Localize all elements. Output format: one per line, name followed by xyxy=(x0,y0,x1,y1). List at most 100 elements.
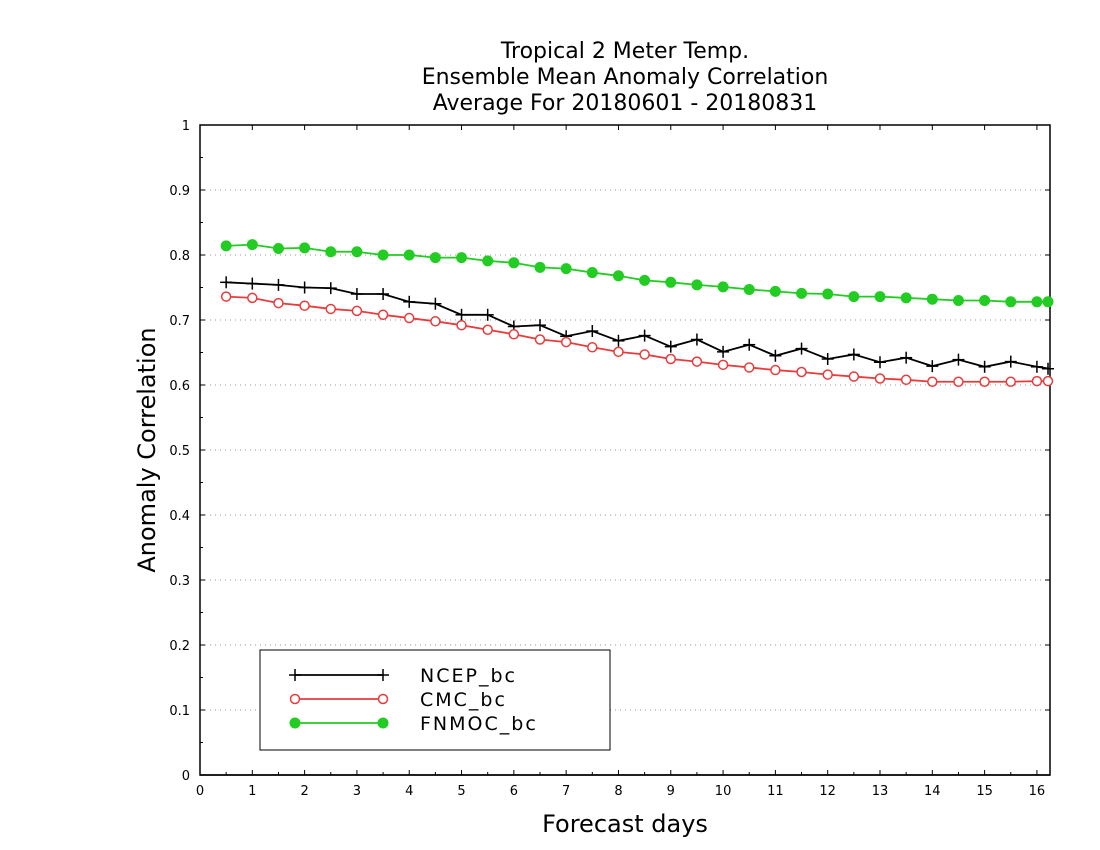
data-point xyxy=(796,287,808,299)
data-point xyxy=(272,243,284,254)
data-point xyxy=(299,300,310,311)
data-point xyxy=(795,342,808,355)
data-point xyxy=(481,308,494,321)
data-point xyxy=(429,297,442,310)
x-tick-label: 12 xyxy=(819,784,836,799)
legend-label: NCEP_bc xyxy=(420,665,517,687)
data-point xyxy=(377,309,389,321)
chart-title-line-1: Tropical 2 Meter Temp. xyxy=(500,39,749,64)
data-point xyxy=(979,376,990,387)
x-tick-label: 2 xyxy=(300,784,308,799)
data-point xyxy=(1031,375,1043,387)
y-axis-title: Anomaly Correlation xyxy=(133,327,161,572)
data-point xyxy=(273,297,284,309)
y-tick-label: 0 xyxy=(182,769,190,784)
data-point xyxy=(743,283,755,295)
data-point xyxy=(586,325,599,338)
data-point xyxy=(482,324,493,335)
data-point xyxy=(351,246,363,258)
x-tick-label: 4 xyxy=(405,784,413,799)
y-axis: 0 0.1 0.2 0.3 0.4 0.5 0.6 0.7 0.8 0.9 1 xyxy=(169,119,1050,784)
data-point xyxy=(978,360,991,373)
y-tick-label: 0.2 xyxy=(169,639,190,654)
data-point xyxy=(560,336,572,348)
data-point xyxy=(796,366,807,378)
data-point xyxy=(246,277,259,290)
data-point xyxy=(534,334,546,345)
data-point xyxy=(848,371,860,382)
legend-item: CMC_bc xyxy=(289,689,507,711)
data-point xyxy=(1042,296,1054,308)
data-point xyxy=(403,312,415,324)
data-point xyxy=(900,351,913,364)
data-point xyxy=(247,292,258,304)
data-point xyxy=(325,303,337,315)
legend-box xyxy=(259,649,611,751)
legend-marker xyxy=(289,717,301,729)
data-point xyxy=(612,270,624,282)
data-point xyxy=(272,278,285,291)
data-point xyxy=(508,329,520,340)
chart-title-line-2: Ensemble Mean Anomaly Correlation xyxy=(422,65,829,90)
y-tick-label: 0.7 xyxy=(169,314,190,329)
legend-marker xyxy=(377,669,389,681)
y-tick-label: 0.3 xyxy=(169,574,190,589)
series-ncep-bc xyxy=(220,276,1054,375)
data-point xyxy=(717,345,730,358)
data-point xyxy=(822,369,833,380)
x-tick-label: 13 xyxy=(872,784,889,799)
data-point xyxy=(613,346,624,358)
x-tick-label: 11 xyxy=(767,784,784,799)
x-tick-label: 5 xyxy=(457,784,465,799)
data-point xyxy=(638,329,651,342)
y-tick-label: 0.5 xyxy=(169,444,190,459)
legend-marker xyxy=(289,669,301,681)
data-point xyxy=(612,334,625,347)
data-point xyxy=(822,288,834,300)
x-tick-label: 0 xyxy=(196,784,204,799)
data-point xyxy=(403,295,416,308)
data-point xyxy=(769,285,781,297)
series-line xyxy=(226,295,1050,383)
data-point xyxy=(743,362,755,373)
data-point xyxy=(717,359,729,371)
data-point xyxy=(821,353,834,365)
x-axis: 0 1 2 3 4 5 6 7 8 9 10 11 12 13 14 15 16 xyxy=(196,125,1045,799)
data-point xyxy=(456,319,467,331)
data-point xyxy=(560,263,572,275)
data-point xyxy=(220,276,233,289)
data-point xyxy=(482,255,494,267)
data-point xyxy=(1005,296,1017,308)
legend-marker xyxy=(377,693,389,705)
y-tick-label: 0.1 xyxy=(169,704,190,719)
series-cmc-bc xyxy=(220,291,1054,387)
data-point xyxy=(324,282,337,295)
data-point xyxy=(1005,376,1017,387)
data-point xyxy=(952,353,965,366)
legend-label: FNMOC_bc xyxy=(420,713,538,735)
legend-label: CMC_bc xyxy=(420,689,507,711)
data-point xyxy=(1031,296,1043,308)
data-point xyxy=(953,376,964,387)
data-point xyxy=(1042,375,1054,387)
data-point xyxy=(926,360,939,373)
data-point xyxy=(639,274,651,286)
legend-item: FNMOC_bc xyxy=(289,713,538,735)
series-fnmoc-bc xyxy=(220,239,1054,308)
data-point xyxy=(874,356,886,369)
data-point xyxy=(847,348,860,361)
data-point xyxy=(377,249,389,261)
data-point xyxy=(690,333,703,346)
x-tick-label: 8 xyxy=(614,784,622,799)
data-point xyxy=(665,353,677,365)
legend-marker xyxy=(377,717,389,729)
data-point xyxy=(664,340,677,353)
data-point xyxy=(665,276,677,288)
chart-title-line-3: Average For 20180601 - 20180831 xyxy=(433,91,818,116)
data-point xyxy=(927,376,938,387)
data-point xyxy=(691,279,703,291)
data-point xyxy=(534,319,546,332)
x-tick-label: 7 xyxy=(562,784,570,799)
data-point xyxy=(351,305,363,317)
data-point xyxy=(430,316,441,327)
